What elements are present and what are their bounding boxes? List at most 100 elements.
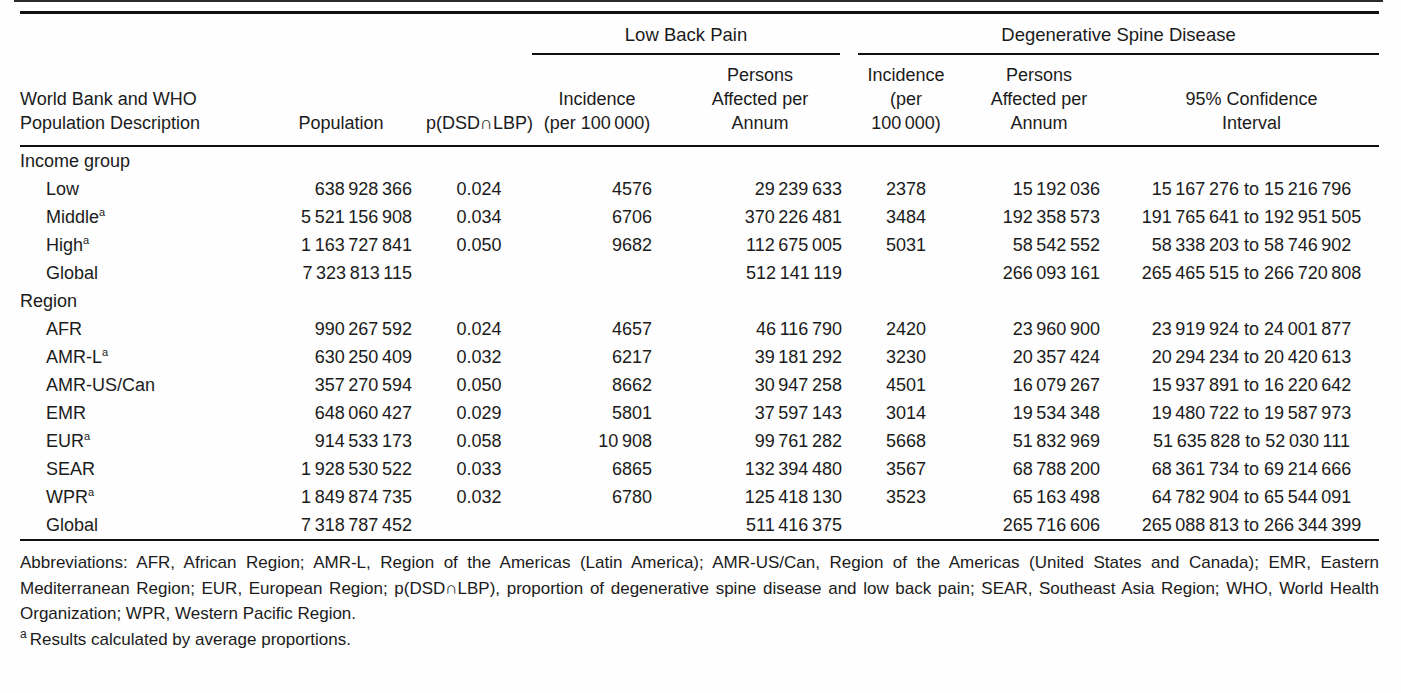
dsd-incidence-value: 4501 — [858, 371, 954, 399]
lbp-incidence-value: 6780 — [532, 483, 662, 511]
population-value: 1 163 727 841 — [256, 231, 426, 259]
dsd-incidence-value: 2378 — [858, 175, 954, 203]
p-dsd-lbp-value: 0.033 — [426, 455, 532, 483]
table-row: Global7 318 787 452511 416 375265 716 60… — [20, 511, 1379, 540]
lbp-incidence-value: 6706 — [532, 203, 662, 231]
p-dsd-lbp-value: 0.058 — [426, 427, 532, 455]
dsd-persons-value: 65 163 498 — [954, 483, 1124, 511]
low-back-pain-label: Low Back Pain — [532, 24, 840, 46]
population-value: 630 250 409 — [256, 343, 426, 371]
confidence-interval-value: 20 294 234 to 20 420 613 — [1124, 343, 1379, 371]
section-label: Region — [20, 287, 1379, 315]
population-value: 1 849 874 735 — [256, 483, 426, 511]
dsd-persons-value: 15 192 036 — [954, 175, 1124, 203]
table-row: Middlea5 521 156 9080.0346706370 226 481… — [20, 203, 1379, 231]
footnote-a-marker: a — [20, 627, 27, 641]
p-dsd-lbp-value — [426, 259, 532, 287]
dsd-incidence-value: 3484 — [858, 203, 954, 231]
abbreviations-note: Abbreviations: AFR, African Region; AMR-… — [20, 550, 1379, 627]
col-header-confidence-interval: 95% Confidence Interval — [1124, 55, 1379, 146]
dsd-incidence-value: 2420 — [858, 315, 954, 343]
footnotes: Abbreviations: AFR, African Region; AMR-… — [20, 550, 1379, 652]
column-header-row: World Bank and WHO Population Descriptio… — [20, 55, 1379, 146]
section-row: Region — [20, 287, 1379, 315]
p-dsd-lbp-value: 0.032 — [426, 483, 532, 511]
dsd-incidence-value — [858, 511, 954, 540]
col-header-population: Population — [256, 55, 426, 146]
dsd-persons-value: 266 093 161 — [954, 259, 1124, 287]
col-header-lbp-incidence: Incidence (per 100 000) — [532, 55, 662, 146]
confidence-interval-value: 51 635 828 to 52 030 111 — [1124, 427, 1379, 455]
incidence-table: Low Back Pain Degenerative Spine Disease… — [20, 11, 1379, 541]
dsd-persons-value: 19 534 348 — [954, 399, 1124, 427]
row-label: Higha — [20, 231, 256, 259]
p-dsd-lbp-value: 0.024 — [426, 175, 532, 203]
table-row: EMR648 060 4270.029580137 597 143301419 … — [20, 399, 1379, 427]
lbp-persons-value: 99 761 282 — [662, 427, 858, 455]
p-dsd-lbp-value: 0.029 — [426, 399, 532, 427]
p-dsd-lbp-value: 0.050 — [426, 371, 532, 399]
table-row: AMR-US/Can357 270 5940.050866230 947 258… — [20, 371, 1379, 399]
col-header-lbp-persons: Persons Affected per Annum — [662, 55, 858, 146]
row-label: SEAR — [20, 455, 256, 483]
lbp-incidence-value: 6217 — [532, 343, 662, 371]
section-label: Income group — [20, 146, 1379, 175]
population-value: 648 060 427 — [256, 399, 426, 427]
confidence-interval-value: 265 465 515 to 266 720 808 — [1124, 259, 1379, 287]
col-header-dsd-incidence: Incidence (per 100 000) — [858, 55, 954, 146]
lbp-persons-value: 370 226 481 — [662, 203, 858, 231]
dsd-persons-value: 265 716 606 — [954, 511, 1124, 540]
dsd-persons-value: 23 960 900 — [954, 315, 1124, 343]
row-label: WPRa — [20, 483, 256, 511]
table-row: Low638 928 3660.024457629 239 633237815 … — [20, 175, 1379, 203]
p-dsd-lbp-value: 0.034 — [426, 203, 532, 231]
lbp-persons-value: 39 181 292 — [662, 343, 858, 371]
dsd-incidence-value: 3014 — [858, 399, 954, 427]
lbp-persons-value: 112 675 005 — [662, 231, 858, 259]
row-label: Global — [20, 511, 256, 540]
footnote-a: aResults calculated by average proportio… — [20, 627, 1379, 653]
section-row: Income group — [20, 146, 1379, 175]
group-header-low-back-pain: Low Back Pain — [532, 13, 858, 56]
confidence-interval-value: 68 361 734 to 69 214 666 — [1124, 455, 1379, 483]
lbp-persons-value: 29 239 633 — [662, 175, 858, 203]
p-dsd-lbp-value: 0.032 — [426, 343, 532, 371]
table-row: EURa914 533 1730.05810 90899 761 2825668… — [20, 427, 1379, 455]
lbp-persons-value: 46 116 790 — [662, 315, 858, 343]
table-row: AFR990 267 5920.024465746 116 790242023 … — [20, 315, 1379, 343]
dsd-persons-value: 51 832 969 — [954, 427, 1124, 455]
dsd-persons-value: 58 542 552 — [954, 231, 1124, 259]
lbp-persons-value: 511 416 375 — [662, 511, 858, 540]
population-value: 7 323 813 115 — [256, 259, 426, 287]
row-label: AMR-La — [20, 343, 256, 371]
top-crop-rule — [14, 0, 1383, 2]
confidence-interval-value: 19 480 722 to 19 587 973 — [1124, 399, 1379, 427]
confidence-interval-value: 15 167 276 to 15 216 796 — [1124, 175, 1379, 203]
row-label: EURa — [20, 427, 256, 455]
group-header-degenerative-spine-disease: Degenerative Spine Disease — [858, 13, 1379, 56]
row-label: AFR — [20, 315, 256, 343]
population-value: 1 928 530 522 — [256, 455, 426, 483]
dsd-incidence-value: 3523 — [858, 483, 954, 511]
lbp-incidence-value: 10 908 — [532, 427, 662, 455]
population-value: 914 533 173 — [256, 427, 426, 455]
dsd-incidence-value: 5031 — [858, 231, 954, 259]
lbp-incidence-value: 9682 — [532, 231, 662, 259]
lbp-incidence-value — [532, 511, 662, 540]
confidence-interval-value: 191 765 641 to 192 951 505 — [1124, 203, 1379, 231]
confidence-interval-value: 64 782 904 to 65 544 091 — [1124, 483, 1379, 511]
lbp-persons-value: 132 394 480 — [662, 455, 858, 483]
col-header-population-description: World Bank and WHO Population Descriptio… — [20, 55, 256, 146]
confidence-interval-value: 58 338 203 to 58 746 902 — [1124, 231, 1379, 259]
population-value: 5 521 156 908 — [256, 203, 426, 231]
p-dsd-lbp-value: 0.050 — [426, 231, 532, 259]
lbp-incidence-value: 6865 — [532, 455, 662, 483]
dsd-persons-value: 20 357 424 — [954, 343, 1124, 371]
table-row: SEAR1 928 530 5220.0336865132 394 480356… — [20, 455, 1379, 483]
p-dsd-lbp-value: 0.024 — [426, 315, 532, 343]
row-label: EMR — [20, 399, 256, 427]
lbp-incidence-value — [532, 259, 662, 287]
lbp-persons-value: 37 597 143 — [662, 399, 858, 427]
population-value: 990 267 592 — [256, 315, 426, 343]
dsd-incidence-value — [858, 259, 954, 287]
